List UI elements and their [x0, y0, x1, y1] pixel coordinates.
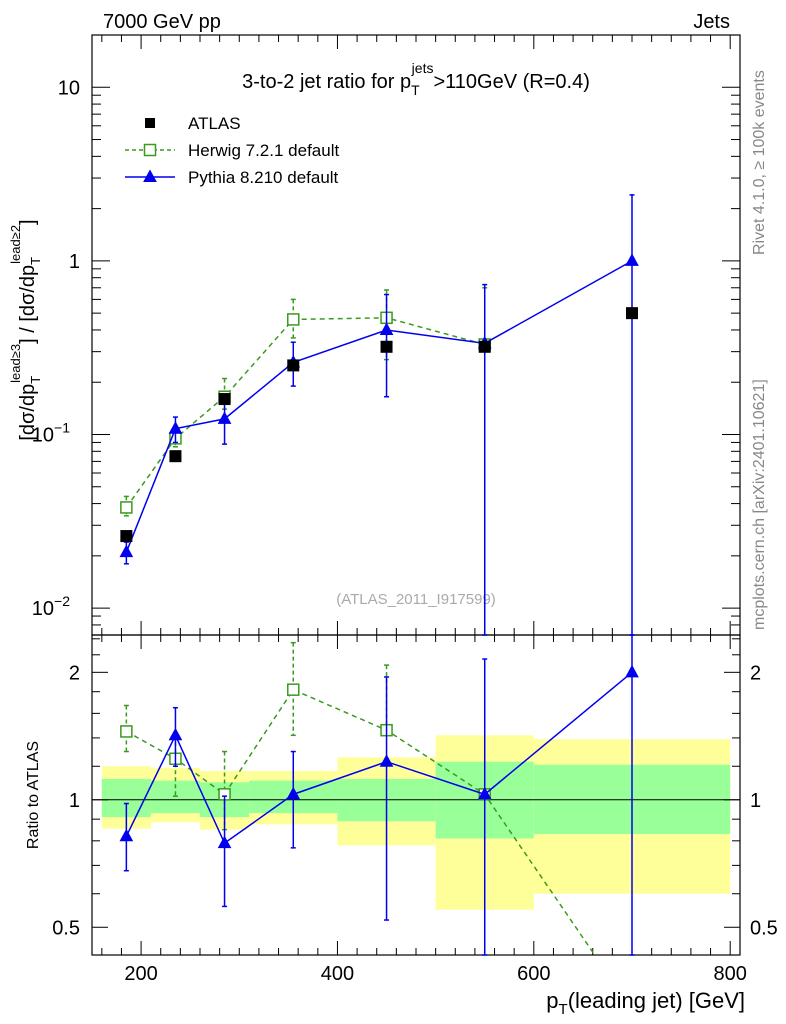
legend-marker-pythia [143, 169, 157, 182]
header-category: Jets [693, 11, 730, 33]
axis-ticks: 200 400 600 800 10−2 10−1 1 10 0.5 0.5 1 1 2 2 [32, 34, 778, 985]
ratio-pythia-point [119, 828, 134, 842]
x-tick-label: 600 [517, 963, 550, 985]
main-title: 3-to-2 jet ratio for pTjets>110GeV (R=0.… [242, 60, 590, 98]
ratio-pythia-point [217, 835, 232, 849]
atlas-data-point [120, 530, 133, 543]
data-marks [119, 194, 639, 956]
ratio-y-tick-label-left: 1 [69, 790, 80, 812]
atlas-data-point [478, 340, 491, 353]
legend-marker-herwig [143, 143, 157, 157]
pythia-point [119, 544, 134, 558]
legend-marker-atlas [145, 118, 155, 128]
analysis-watermark: (ATLAS_2011_I917599) [336, 591, 496, 608]
ratio-y-tick-label-left: 2 [69, 662, 80, 684]
main-series-line-1 [125, 317, 485, 508]
herwig-point [120, 501, 133, 514]
ratio-pythia-point [379, 754, 394, 767]
ratio-y-tick-label-left: 0.5 [52, 917, 80, 939]
mcplots-label: mcplots.cern.ch [arXiv:2401.10621] [751, 379, 768, 630]
ratio-uncertainty-bands [101, 735, 731, 910]
herwig-point [287, 313, 300, 326]
ratio-y-tick-label-right: 0.5 [750, 917, 778, 939]
x-tick-label: 400 [321, 963, 354, 985]
main-y-tick-label: 10 [58, 77, 80, 99]
main-series-line-2 [125, 260, 633, 553]
ratio-pythia-point [286, 786, 301, 800]
main-y-tick-label: 1 [69, 251, 80, 273]
rivet-label: Rivet 4.1.0, ≥ 100k events [751, 70, 768, 255]
ratio-pythia-point [477, 786, 492, 800]
main-y-axis-label: [dσ/dpTlead≥3] / [dσ/dpTlead≥2] [8, 219, 43, 440]
ratio-y-tick-label-right: 2 [750, 662, 761, 684]
pythia-point [217, 411, 232, 424]
x-tick-label: 800 [713, 963, 746, 985]
main-y-tick-label: 10−2 [32, 593, 70, 620]
pythia-point [168, 421, 183, 434]
x-axis-label: pT(leading jet) [GeV] [546, 988, 745, 1018]
x-tick-label: 200 [124, 963, 157, 985]
pythia-point [379, 322, 394, 335]
pythia-point [625, 253, 639, 266]
ratio-pythia-point [625, 664, 639, 678]
legend-label: Herwig 7.2.1 default [188, 141, 339, 160]
atlas-data-point [380, 340, 393, 353]
main-y-tick-label: 10−1 [32, 419, 70, 446]
legend: ATLAS Herwig 7.2.1 default Pythia 8.210 de… [125, 114, 339, 187]
legend-label: Pythia 8.210 default [188, 168, 339, 187]
legend-label: ATLAS [188, 114, 241, 133]
atlas-data-point [287, 359, 300, 372]
atlas-data-point [626, 307, 638, 320]
atlas-data-point [169, 450, 182, 463]
header-energy: 7000 GeV pp [103, 11, 221, 33]
ratio-y-tick-label-right: 1 [750, 790, 761, 812]
ratio-herwig-point [120, 725, 133, 738]
ratio-herwig-point [287, 683, 300, 696]
atlas-data-point [218, 393, 231, 406]
ratio-y-axis-label: Ratio to ATLAS [25, 741, 42, 849]
ratio-pythia-point [168, 727, 183, 741]
